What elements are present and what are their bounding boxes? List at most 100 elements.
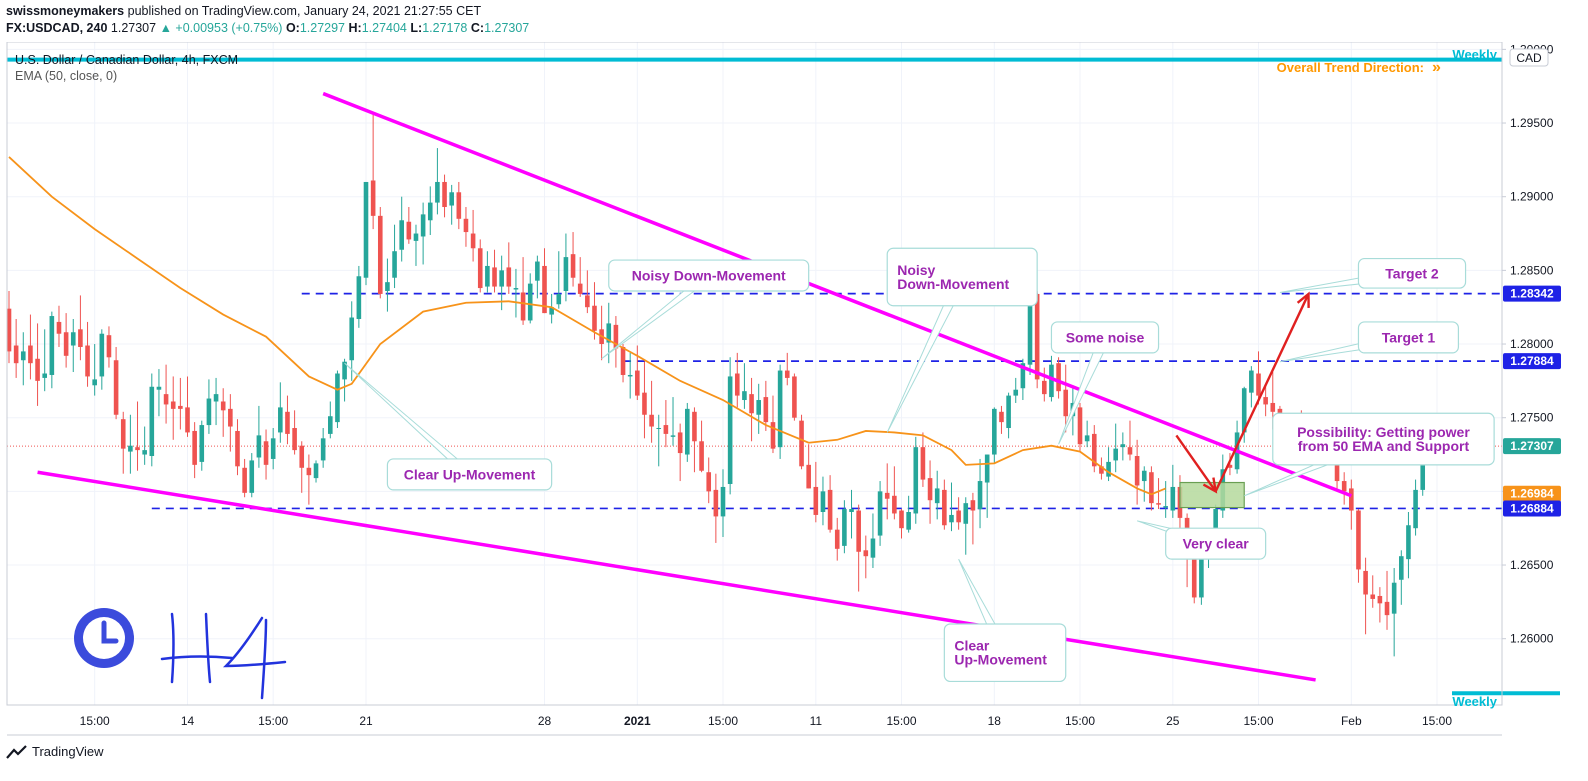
candle-body bbox=[577, 283, 583, 294]
candle-body bbox=[713, 489, 719, 517]
candle-body bbox=[385, 282, 390, 291]
brand-label: TradingView bbox=[32, 744, 104, 759]
candle-body bbox=[642, 392, 647, 415]
candle-body bbox=[349, 317, 355, 361]
callout-text: Target 2 bbox=[1385, 265, 1439, 281]
y-tick-label: 1.28000 bbox=[1510, 337, 1554, 351]
x-tick-label: 15:00 bbox=[258, 714, 288, 728]
candle-body bbox=[685, 408, 690, 455]
candle-body bbox=[142, 450, 147, 455]
last-price: 1.27307 bbox=[110, 21, 157, 35]
chart-area[interactable]: Noisy Down-Movement Noisy Down-Movement Som… bbox=[0, 41, 1588, 736]
price-label-tag[interactable] bbox=[1503, 438, 1561, 455]
candle-body bbox=[106, 335, 112, 358]
callout-box[interactable] bbox=[608, 259, 810, 292]
candle-body bbox=[570, 254, 576, 278]
price-label-tag[interactable] bbox=[1503, 500, 1561, 517]
candle-body bbox=[834, 529, 840, 549]
weekly-top-label: Weekly bbox=[1452, 47, 1497, 62]
callout-box[interactable] bbox=[1165, 527, 1267, 560]
candle-body bbox=[999, 411, 1004, 423]
candle-body bbox=[292, 428, 297, 451]
price-label-tag[interactable] bbox=[1503, 353, 1561, 370]
candle-body bbox=[213, 394, 219, 402]
candle-body bbox=[1141, 470, 1147, 482]
symbol-ticker[interactable]: FX:USDCAD, 240 bbox=[6, 21, 108, 35]
axes: 1.300001.295001.290001.285001.280001.275… bbox=[6, 41, 1561, 736]
candle-body bbox=[135, 447, 140, 451]
candle-body bbox=[335, 373, 340, 423]
candle-body bbox=[449, 192, 454, 206]
candle-body bbox=[406, 221, 412, 240]
candle-body bbox=[934, 488, 940, 504]
candle-body bbox=[256, 435, 262, 458]
candle-body bbox=[627, 374, 633, 377]
candle-body bbox=[470, 233, 476, 249]
candle-body bbox=[856, 510, 861, 552]
ema-line bbox=[8, 156, 1167, 496]
forecast-arrow-line[interactable] bbox=[1214, 293, 1310, 492]
candle-body bbox=[706, 472, 712, 492]
close-value: 1.27307 bbox=[484, 21, 530, 35]
candle-body bbox=[363, 181, 369, 278]
candle-body bbox=[485, 265, 490, 287]
callout-box[interactable] bbox=[886, 247, 1038, 307]
weekly-lines bbox=[7, 57, 1560, 696]
callout-box[interactable] bbox=[943, 623, 1067, 683]
candle-body bbox=[99, 333, 105, 377]
candle-body bbox=[299, 445, 305, 468]
candle-body bbox=[1191, 548, 1197, 598]
callout-box[interactable] bbox=[1357, 321, 1460, 354]
callout-box[interactable] bbox=[1357, 257, 1467, 289]
candle-body bbox=[913, 447, 919, 514]
trendline[interactable] bbox=[322, 91, 1352, 498]
double-chevron-icon: » bbox=[1432, 59, 1441, 76]
callout-text: Very clear bbox=[1183, 536, 1250, 552]
candle-body bbox=[727, 376, 733, 484]
publisher-name[interactable]: swissmoneymakers bbox=[6, 4, 125, 18]
y-tick-label: 1.26500 bbox=[1510, 558, 1554, 572]
x-tick-label: 15:00 bbox=[80, 714, 110, 728]
candle-body bbox=[149, 386, 155, 457]
candle-body bbox=[742, 391, 747, 401]
tradingview-brand[interactable]: TradingView bbox=[6, 744, 104, 759]
candle-body bbox=[263, 441, 269, 465]
candle-body bbox=[635, 370, 640, 396]
callout-text: Noisy bbox=[897, 262, 935, 278]
candle-body bbox=[249, 460, 255, 493]
candle-body bbox=[1027, 293, 1033, 365]
candle-body bbox=[1384, 601, 1390, 616]
x-tick-label: Feb bbox=[1341, 714, 1362, 728]
x-tick-label: 15:00 bbox=[886, 714, 916, 728]
callout-box[interactable] bbox=[386, 458, 553, 491]
candle-body bbox=[984, 454, 990, 483]
forecast-arrow-line[interactable] bbox=[1175, 434, 1217, 493]
candle-body bbox=[1263, 397, 1268, 405]
callout-box[interactable] bbox=[1050, 321, 1160, 354]
ema-50-line[interactable] bbox=[8, 156, 1167, 496]
currency-tag[interactable] bbox=[1509, 48, 1549, 67]
callout-text: Noisy Down-Movement bbox=[632, 268, 786, 284]
candle-body bbox=[513, 288, 519, 290]
candle-body bbox=[1170, 486, 1176, 511]
x-tick-label: 21 bbox=[359, 714, 373, 728]
price-label-text: 1.26984 bbox=[1510, 487, 1554, 501]
candles bbox=[6, 112, 1433, 657]
trendlines bbox=[37, 91, 1352, 682]
trendline[interactable] bbox=[37, 470, 1316, 682]
candle-body bbox=[613, 324, 619, 349]
candle-body bbox=[1006, 395, 1011, 429]
price-label-tag[interactable] bbox=[1503, 485, 1561, 502]
candle-body bbox=[1363, 570, 1368, 595]
candle-body bbox=[756, 400, 761, 415]
candle-body bbox=[1106, 461, 1111, 477]
candle-body bbox=[792, 376, 797, 418]
candle-body bbox=[1370, 594, 1376, 599]
candle-body bbox=[377, 215, 383, 294]
candle-body bbox=[163, 394, 169, 405]
callout-box[interactable] bbox=[1272, 412, 1495, 466]
ema-legend[interactable]: EMA (50, close, 0) bbox=[15, 69, 117, 83]
candle-body bbox=[56, 321, 62, 334]
price-label-tag[interactable] bbox=[1503, 285, 1561, 302]
